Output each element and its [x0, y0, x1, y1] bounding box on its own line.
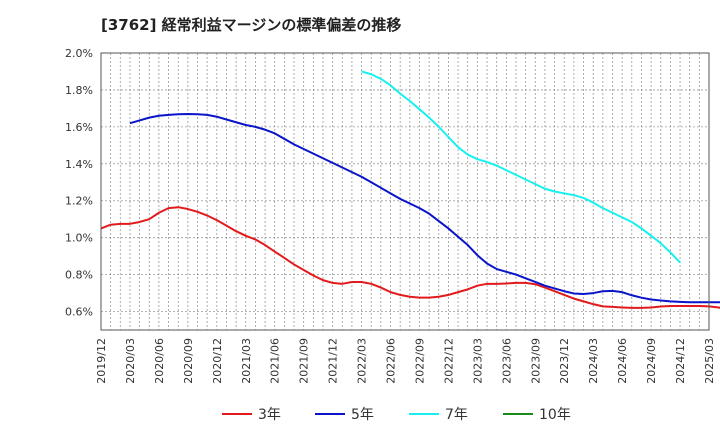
x-tick-label: 2021/06 — [269, 338, 282, 384]
plot-frame — [100, 52, 710, 331]
x-tick-label: 2020/06 — [153, 338, 166, 384]
x-tick-label: 2020/12 — [211, 338, 224, 384]
x-tick-label: 2019/12 — [95, 338, 108, 384]
series-line-7年 — [361, 70, 681, 264]
x-tick-label: 2022/03 — [356, 338, 369, 384]
x-tick-label: 2023/06 — [500, 338, 513, 384]
x-tick-label: 2020/03 — [124, 338, 137, 384]
x-tick-label: 2024/03 — [587, 338, 600, 384]
x-axis-ticks: 2019/12 2020/03 2020/06 2020/09 2020/12 2021/… — [95, 338, 716, 384]
x-tick-label: 2022/06 — [385, 338, 398, 384]
x-tick-label: 2022/09 — [413, 338, 426, 384]
legend-label: 10年 — [539, 407, 571, 423]
series-line-5年 — [129, 112, 720, 304]
legend: 3年 5年 7年 10年 — [222, 407, 571, 423]
x-tick-label: 2024/09 — [645, 338, 658, 384]
legend-label: 5年 — [351, 407, 374, 423]
legend-label: 3年 — [258, 407, 281, 423]
grid-layer — [101, 52, 709, 330]
y-tick-label: 1.2% — [65, 195, 93, 208]
x-tick-label: 2021/09 — [298, 338, 311, 384]
x-tick-label: 2024/06 — [616, 338, 629, 384]
x-tick-label: 2022/12 — [442, 338, 455, 384]
x-tick-label: 2023/09 — [529, 338, 542, 384]
y-tick-label: 0.8% — [65, 269, 93, 282]
x-tick-label: 2021/12 — [327, 338, 340, 384]
x-tick-label: 2023/12 — [558, 338, 571, 384]
legend-label: 7年 — [445, 407, 468, 423]
x-tick-label: 2020/09 — [182, 338, 195, 384]
y-tick-label: 1.4% — [65, 158, 93, 171]
x-tick-label: 2023/03 — [471, 338, 484, 384]
series-layer — [100, 70, 720, 309]
x-tick-label: 2024/12 — [674, 338, 687, 384]
chart-title: [3762] 経常利益マージンの標準偏差の推移 — [101, 16, 402, 34]
y-tick-label: 1.0% — [65, 232, 93, 245]
y-tick-label: 2.0% — [65, 47, 93, 60]
y-tick-label: 1.8% — [65, 84, 93, 97]
x-tick-label: 2021/03 — [240, 338, 253, 384]
y-tick-label: 0.6% — [65, 306, 93, 319]
y-tick-label: 1.6% — [65, 121, 93, 134]
x-tick-label: 2025/03 — [703, 338, 716, 384]
series-line-3年 — [100, 206, 720, 309]
y-axis-ticks: 0.6% 0.8% 1.0% 1.2% 1.4% 1.6% 1.8% 2.0% — [65, 47, 93, 319]
